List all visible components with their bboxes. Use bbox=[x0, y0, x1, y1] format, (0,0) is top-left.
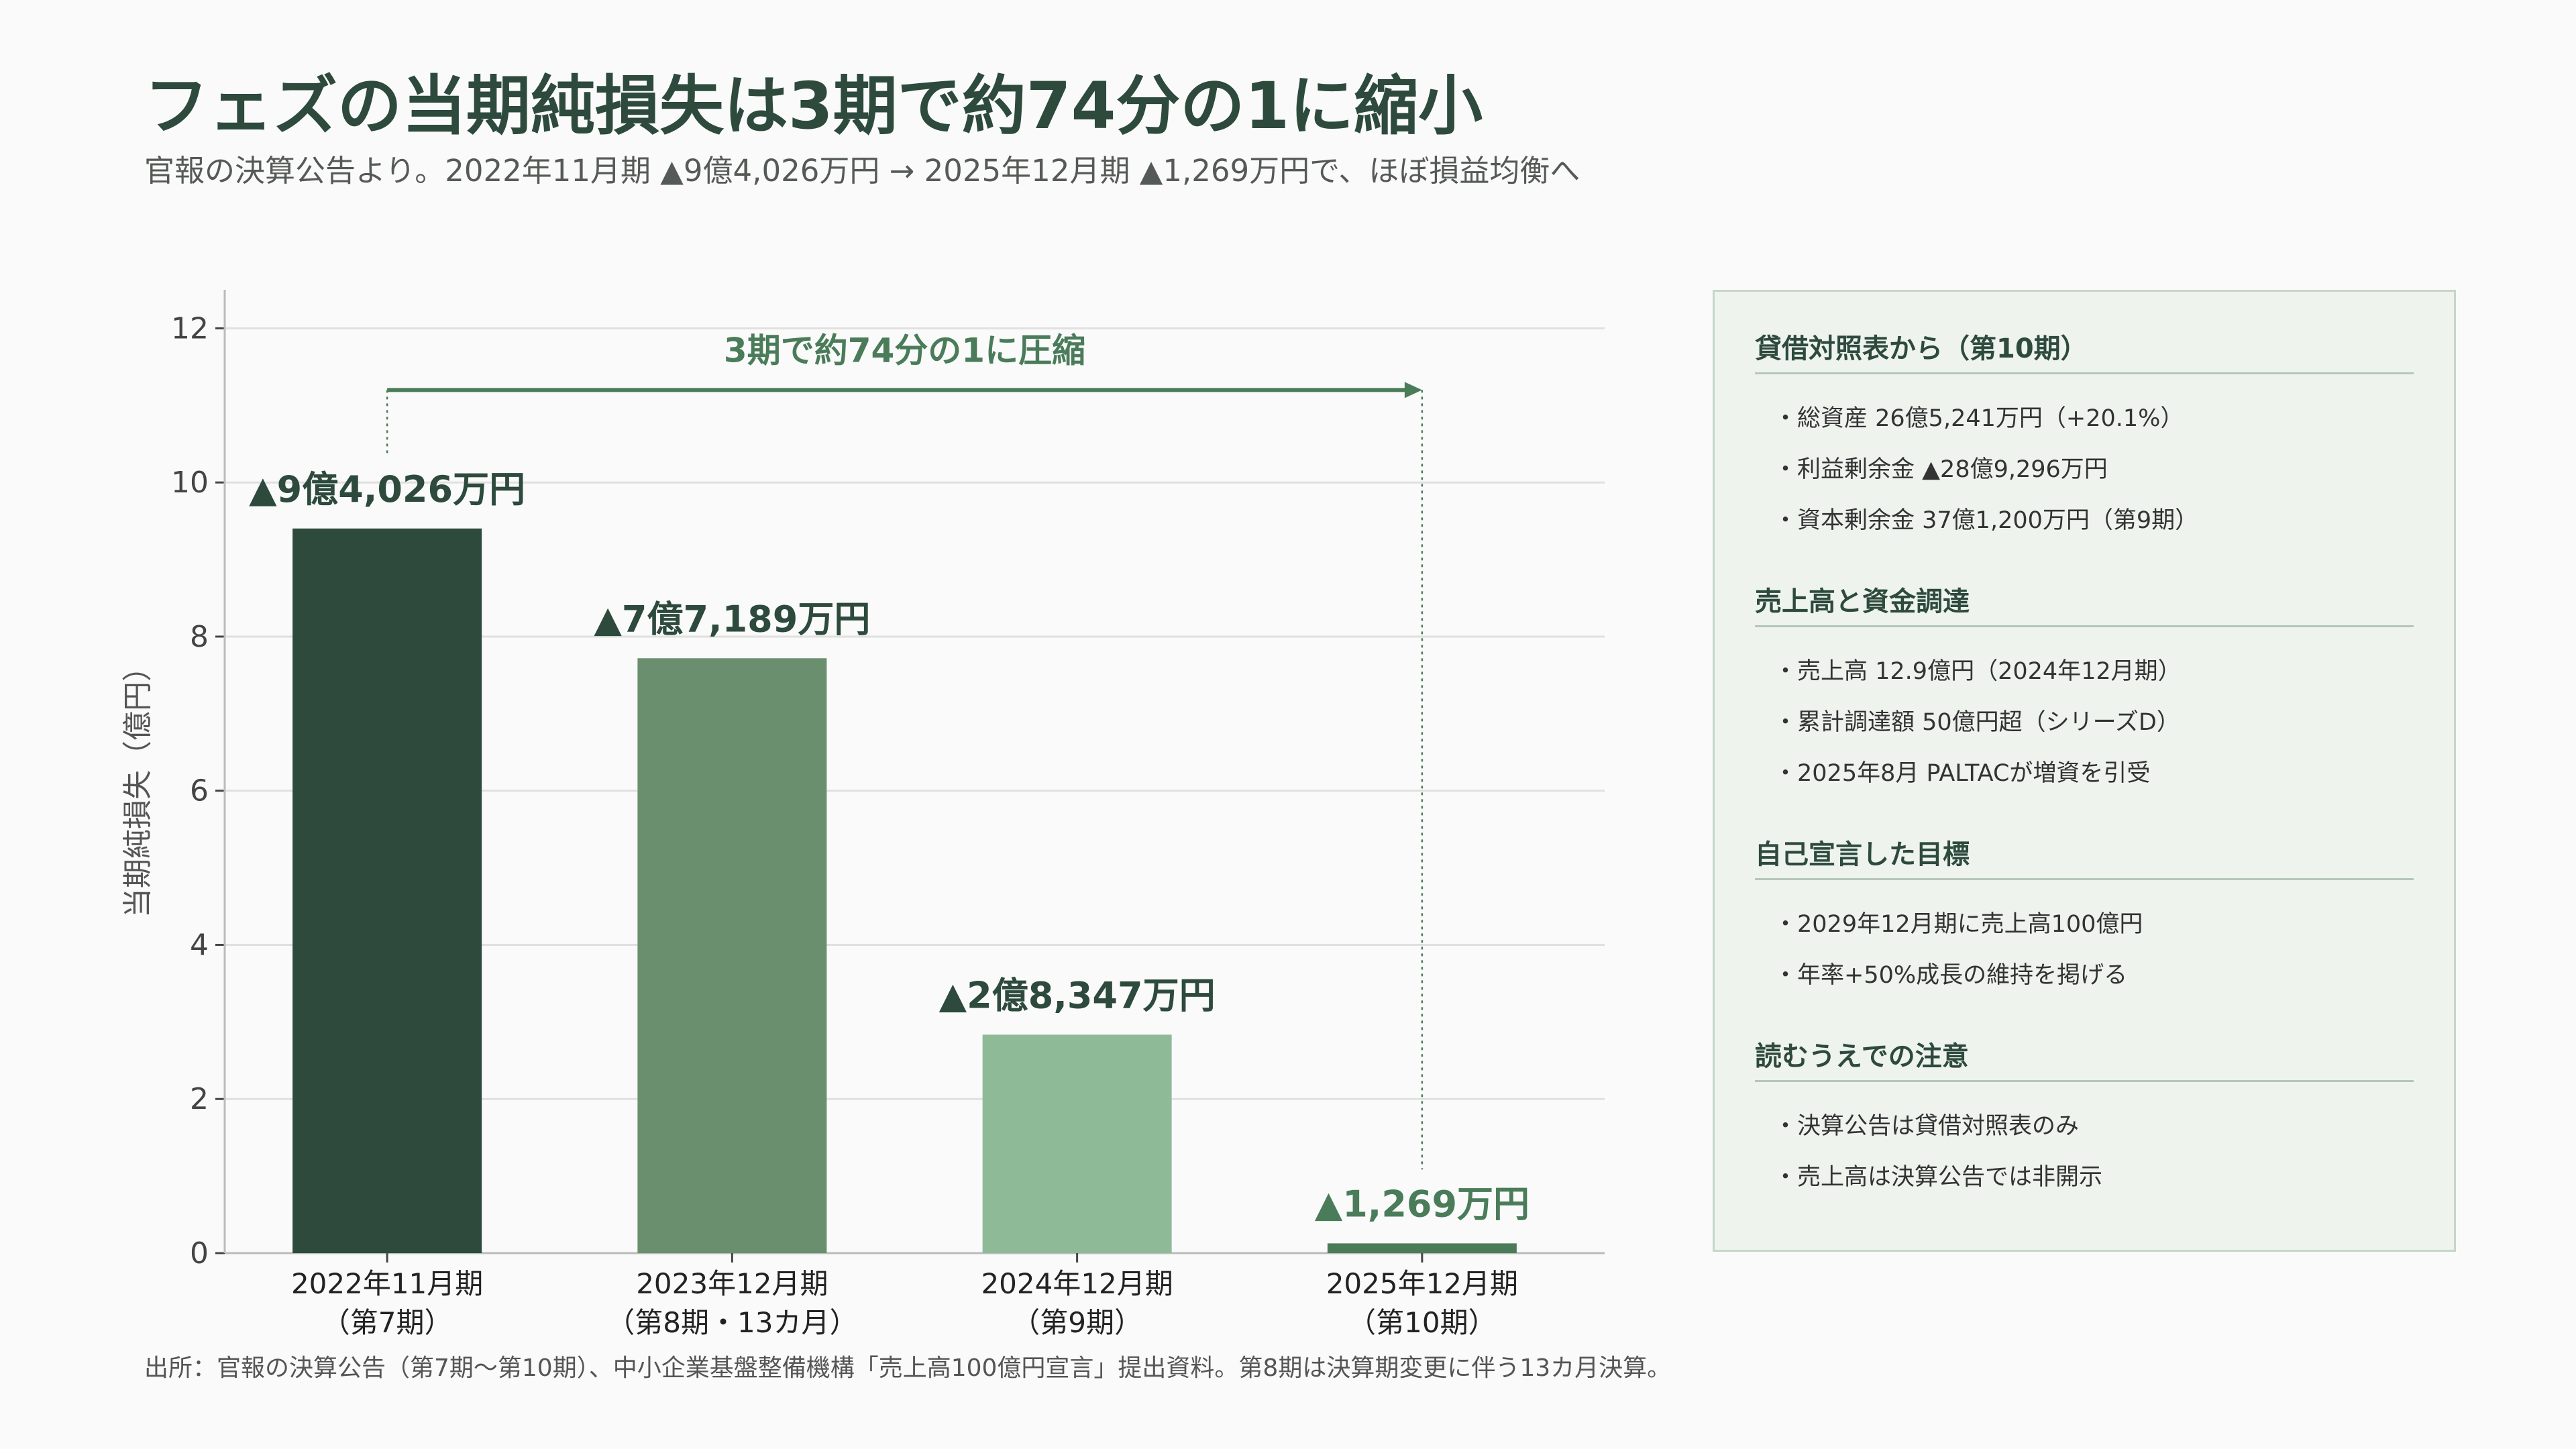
page-title: フェズの当期純損失は3期で約74分の1に縮小 bbox=[144, 68, 1483, 144]
panel-section: 自己宣言した目標 2029年12月期に売上高100億円年率+50%成長の維持を掲げ… bbox=[1755, 833, 2414, 1001]
x-tick-label: （第9期） bbox=[1012, 1306, 1142, 1339]
y-tick-label: 4 bbox=[190, 928, 209, 962]
panel-section-title: 読むうえでの注意 bbox=[1755, 1034, 2414, 1082]
panel-list-item: 売上高は決算公告では非開示 bbox=[1755, 1152, 2414, 1203]
x-tick-label: （第7期） bbox=[322, 1306, 453, 1339]
bar bbox=[292, 528, 482, 1253]
panel-list-item: 利益剰余金 ▲28億9,296万円 bbox=[1755, 444, 2414, 495]
side-panel: 貸借対照表から（第10期） 総資産 26億5,241万円（+20.1%）利益剰余金… bbox=[1713, 290, 2456, 1252]
data-label: ▲1,269万円 bbox=[1315, 1183, 1529, 1225]
x-tick-label: 2024年12月期 bbox=[981, 1267, 1173, 1300]
x-tick-label: （第10期） bbox=[1348, 1306, 1496, 1339]
y-tick-label: 12 bbox=[171, 311, 209, 345]
panel-list-item: 決算公告は貸借対照表のみ bbox=[1755, 1101, 2414, 1152]
panel-section-title: 売上高と資金調達 bbox=[1755, 580, 2414, 627]
x-tick-label: （第8期・13カ月） bbox=[606, 1306, 857, 1339]
panel-list-item: 2029年12月期に売上高100億円 bbox=[1755, 899, 2414, 950]
annotation-label: 3期で約74分の1に圧縮 bbox=[724, 331, 1085, 370]
y-tick-label: 2 bbox=[190, 1082, 209, 1116]
panel-list-item: 累計調達額 50億円超（シリーズD） bbox=[1755, 697, 2414, 748]
x-tick-label: 2025年12月期 bbox=[1326, 1267, 1518, 1300]
bar bbox=[982, 1034, 1172, 1253]
y-tick-label: 10 bbox=[171, 466, 209, 500]
page-subtitle: 官報の決算公告より。2022年11月期 ▲9億4,026万円 → 2025年12… bbox=[144, 153, 1580, 189]
y-axis-label: 当期純損失（億円） bbox=[121, 652, 155, 918]
panel-list-item: 資本剰余金 37億1,200万円（第9期） bbox=[1755, 495, 2414, 546]
annotation-arrow-head bbox=[1404, 382, 1422, 398]
y-tick-label: 8 bbox=[190, 620, 209, 654]
bar bbox=[1327, 1243, 1517, 1253]
panel-list-item: 売上高 12.9億円（2024年12月期） bbox=[1755, 646, 2414, 697]
x-tick-label: 2023年12月期 bbox=[636, 1267, 828, 1300]
data-label: ▲2億8,347万円 bbox=[939, 974, 1216, 1016]
bar bbox=[637, 658, 827, 1253]
panel-section-title: 自己宣言した目標 bbox=[1755, 833, 2414, 880]
panel-section: 読むうえでの注意決算公告は貸借対照表のみ売上高は決算公告では非開示 bbox=[1755, 1034, 2414, 1203]
panel-list-item: 2025年8月 PALTACが増資を引受 bbox=[1755, 748, 2414, 799]
panel-section-title: 貸借対照表から（第10期） bbox=[1755, 327, 2414, 374]
x-tick-label: 2022年11月期 bbox=[291, 1267, 483, 1300]
bar-chart: 0 2 4 6 8 10 12 当期純損失（億円） 2022年11月期 （第7期） ▲9億4,026… bbox=[121, 290, 1605, 1339]
data-label: ▲9億4,026万円 bbox=[249, 468, 525, 511]
panel-list-item: 年率+50%成長の維持を掲げる bbox=[1755, 950, 2414, 1001]
panel-list-item: 総資産 26億5,241万円（+20.1%） bbox=[1755, 393, 2414, 444]
y-tick-label: 0 bbox=[190, 1236, 209, 1271]
footnote: 出所：官報の決算公告（第7期〜第10期）、中小企業基盤整備機構「売上高100億円… bbox=[144, 1354, 1672, 1382]
y-tick-label: 6 bbox=[190, 774, 209, 808]
panel-section: 貸借対照表から（第10期） 総資産 26億5,241万円（+20.1%）利益剰余金… bbox=[1755, 327, 2414, 546]
panel-section: 売上高と資金調達売上高 12.9億円（2024年12月期）累計調達額 50億円超… bbox=[1755, 580, 2414, 799]
data-label: ▲7億7,189万円 bbox=[594, 598, 870, 640]
